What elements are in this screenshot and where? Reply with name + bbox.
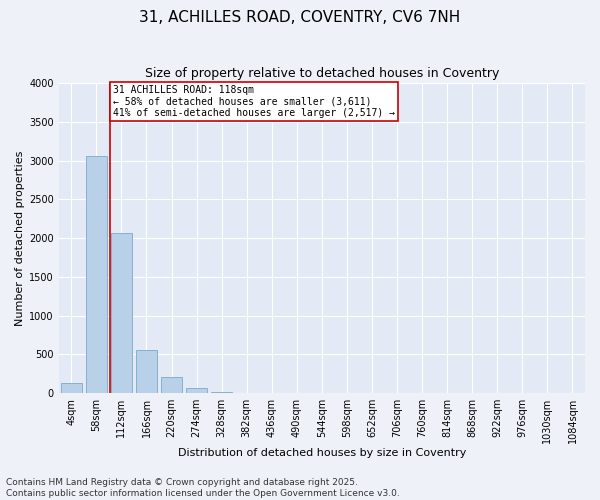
Text: 31, ACHILLES ROAD, COVENTRY, CV6 7NH: 31, ACHILLES ROAD, COVENTRY, CV6 7NH	[139, 10, 461, 25]
Bar	[61, 383, 82, 393]
X-axis label: Distribution of detached houses by size in Coventry: Distribution of detached houses by size …	[178, 448, 466, 458]
Text: Contains HM Land Registry data © Crown copyright and database right 2025.
Contai: Contains HM Land Registry data © Crown c…	[6, 478, 400, 498]
Bar	[186, 388, 207, 393]
Bar	[86, 156, 107, 393]
Bar	[211, 392, 232, 393]
Bar	[136, 350, 157, 393]
Bar	[161, 377, 182, 393]
Bar	[111, 232, 132, 393]
Text: 31 ACHILLES ROAD: 118sqm
← 58% of detached houses are smaller (3,611)
41% of sem: 31 ACHILLES ROAD: 118sqm ← 58% of detach…	[113, 84, 395, 118]
Y-axis label: Number of detached properties: Number of detached properties	[15, 150, 25, 326]
Title: Size of property relative to detached houses in Coventry: Size of property relative to detached ho…	[145, 68, 499, 80]
